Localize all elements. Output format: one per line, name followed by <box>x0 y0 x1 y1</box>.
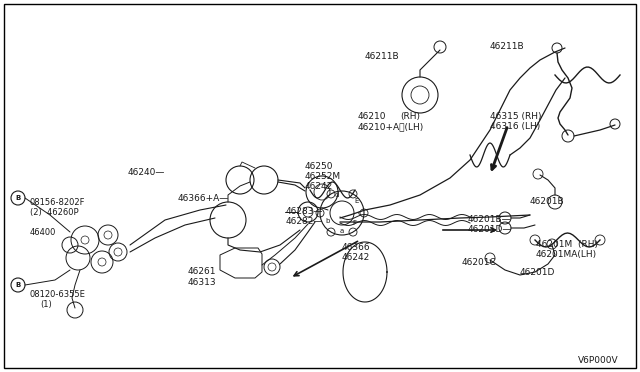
Text: b: b <box>326 218 330 224</box>
Text: 08120-6355E: 08120-6355E <box>30 290 86 299</box>
Text: 46315 (RH): 46315 (RH) <box>490 112 541 121</box>
Text: 46313: 46313 <box>188 278 216 287</box>
Text: (RH): (RH) <box>400 112 420 121</box>
Text: 08156-8202F: 08156-8202F <box>30 198 86 207</box>
Text: 46283—: 46283— <box>286 207 323 216</box>
Text: 46400: 46400 <box>30 228 56 237</box>
Text: 46211B: 46211B <box>365 52 399 61</box>
Text: 46201B: 46201B <box>530 197 564 206</box>
Text: 46366+A—: 46366+A— <box>178 194 229 203</box>
Text: F: F <box>352 220 356 226</box>
Text: E: E <box>355 198 359 204</box>
Text: 46201MA(LH): 46201MA(LH) <box>536 250 597 259</box>
Text: 46252M: 46252M <box>305 172 341 181</box>
Text: (1): (1) <box>40 300 52 309</box>
Text: a: a <box>340 228 344 234</box>
Text: (2)  46260P: (2) 46260P <box>30 208 79 217</box>
Text: 46201D: 46201D <box>520 268 556 277</box>
Text: 46366: 46366 <box>342 243 371 252</box>
Text: 46211B: 46211B <box>490 42 525 51</box>
Text: 46201M  (RH): 46201M (RH) <box>536 240 598 249</box>
Text: c: c <box>358 210 362 216</box>
Text: 46242: 46242 <box>305 182 333 191</box>
Text: 46261: 46261 <box>188 267 216 276</box>
Text: 46201C: 46201C <box>462 258 497 267</box>
Text: V6P000V: V6P000V <box>578 356 619 365</box>
Text: 46282—: 46282— <box>286 217 323 226</box>
Text: 46210+A　(LH): 46210+A (LH) <box>358 122 424 131</box>
Text: B: B <box>15 282 20 288</box>
Text: 46240—: 46240— <box>128 168 165 177</box>
Text: B: B <box>15 195 20 201</box>
Text: 46210: 46210 <box>358 112 387 121</box>
Text: 46201B—: 46201B— <box>468 215 511 224</box>
Text: d: d <box>335 192 339 198</box>
Text: 46201D—: 46201D— <box>468 225 513 234</box>
Text: 46316 (LH): 46316 (LH) <box>490 122 540 131</box>
Text: 46242: 46242 <box>342 253 371 262</box>
Text: 46250: 46250 <box>305 162 333 171</box>
